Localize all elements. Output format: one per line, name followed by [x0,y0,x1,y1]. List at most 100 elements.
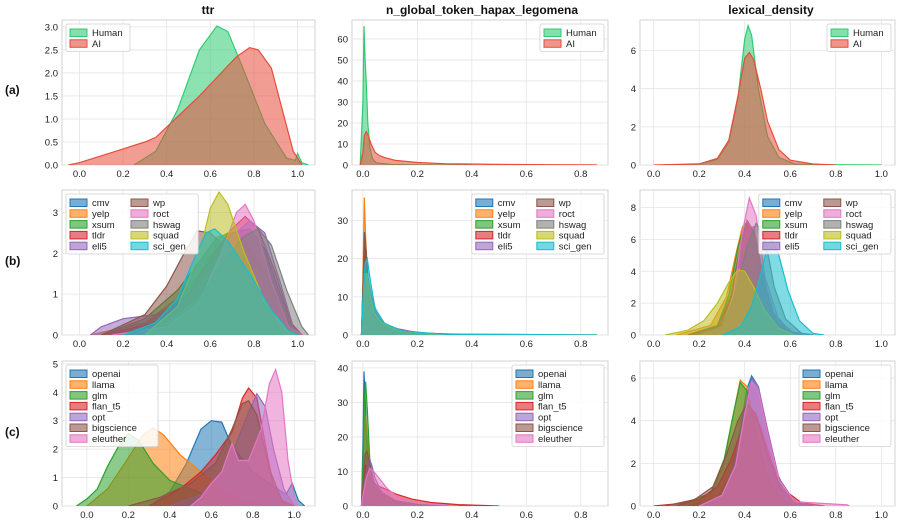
legend-label-tldr: tldr [785,231,798,242]
x-tick-label: 0.6 [520,169,533,180]
legend-label-flan_t5: flan_t5 [92,402,121,413]
legend-swatch-roct [823,209,842,218]
row-label-c: (c) [5,425,20,439]
y-tick-label: 1.0 [45,114,58,125]
legend-label-flan_t5: flan_t5 [538,402,567,413]
density-areas [76,367,306,506]
y-tick-label: 0 [53,331,58,342]
y-tick-label: 30 [337,216,348,227]
density-areas [359,26,598,165]
density-areas [90,190,309,335]
legend-label-AI: AI [853,39,862,50]
y-tick-label: 0 [343,502,348,513]
x-tick-label: 0.6 [204,169,217,180]
panel-1-0: 0.0 0.2 0.4 0.6 0.8 1.0 0 1 2 3 cmvyelpxsumtldreli… [53,189,316,350]
legend-swatch-yelp [475,209,494,218]
panel-1-1: 0.0 0.2 0.4 0.6 0.8 0 10 20 30 cmvyelpxsumtldreli… [337,189,609,350]
x-tick-label: 0.2 [116,339,129,350]
x-tick-label: 0.4 [738,169,751,180]
y-tick-label: 2.0 [45,68,58,79]
legend-swatch-openai [69,369,88,378]
legend-swatch-Human [830,28,849,37]
x-tick-label: 0.2 [411,510,424,521]
density-area-eleuther [699,382,850,506]
legend-swatch-sci_gen [536,241,555,251]
y-tick-label: 2 [631,299,636,310]
x-tick-label: 0.4 [160,339,173,350]
legend-swatch-sci_gen [130,241,149,251]
x-tick-label: 0.6 [784,510,797,521]
legend-swatch-llama [69,380,88,389]
legend-label-wp: wp [558,198,571,209]
legend-label-eli5: eli5 [785,241,800,252]
legend-swatch-glm [802,391,821,400]
legend-label-openai: openai [538,369,567,380]
x-tick-label: 1.0 [288,510,301,521]
legend-label-glm: glm [92,391,107,402]
y-tick-label: 6 [631,46,636,57]
y-tick-label: 4 [631,416,636,427]
x-tick-label: 0.8 [829,339,842,350]
column-title-ttr: ttr [202,3,215,17]
y-tick-label: 0 [343,331,348,342]
legend-swatch-flan_t5 [515,401,534,411]
legend-label-bigscience: bigscience [92,423,137,434]
legend-swatch-tldr [762,230,781,240]
legend-label-xsum: xsum [92,220,115,231]
legend-swatch-opt [802,412,821,422]
y-tick-label: 4 [631,267,636,278]
y-tick-label: 2 [631,122,636,133]
y-tick-label: 2 [53,249,58,260]
x-tick-label: 0.0 [80,510,93,521]
x-tick-label: 0.6 [520,510,533,521]
column-title-lexical-density: lexical_density [728,3,814,17]
density-area-hswag [699,223,813,335]
legend-label-wp: wp [845,198,858,209]
legend-label-yelp: yelp [785,209,802,220]
x-tick-label: 0.8 [246,510,259,521]
legend: openaillamaglmflan_t5optbigscienceeleuth… [798,364,892,447]
x-tick-label: 0.0 [647,169,660,180]
legend-swatch-glm [515,391,534,400]
legend-label-openai: openai [825,369,854,380]
legend-swatch-eli5 [69,241,88,251]
x-tick-label: 0.0 [647,510,660,521]
y-tick-label: 30 [337,97,348,108]
legend-swatch-hswag [130,220,149,229]
x-tick-label: 1.0 [291,169,304,180]
legend-label-eli5: eli5 [92,241,107,252]
x-tick-label: 0.0 [73,169,86,180]
density-areas [360,197,598,335]
row-label-b: (b) [5,254,20,268]
y-tick-label: 40 [337,76,348,87]
legend-swatch-xsum [69,220,88,229]
legend-swatch-flan_t5 [802,401,821,411]
density-area-sci_gen [123,228,298,335]
x-tick-label: 0.0 [73,339,86,350]
x-tick-label: 1.0 [875,169,888,180]
y-tick-label: 0 [631,161,636,172]
legend-label-AI: AI [92,39,101,50]
y-tick-label: 20 [337,432,348,443]
y-tick-label: 6 [631,235,636,246]
legend-label-opt: opt [825,412,839,423]
y-tick-label: 0 [631,502,636,513]
x-tick-label: 0.8 [829,169,842,180]
y-tick-label: 3.0 [45,22,58,33]
panel-2-1: 0.0 0.2 0.4 0.6 0.8 0 10 20 30 40 openaillamaglmfl… [337,360,609,521]
x-tick-label: 1.0 [875,510,888,521]
x-tick-label: 0.2 [116,169,129,180]
legend-label-Human: Human [853,28,884,39]
x-tick-label: 0.8 [829,510,842,521]
y-tick-label: 2 [631,459,636,470]
legend-label-cmv: cmv [498,198,516,209]
density-line-eleuther [698,380,850,506]
density-areas [653,23,882,165]
y-tick-label: 3 [53,208,58,219]
legend-label-squad: squad [153,231,179,242]
